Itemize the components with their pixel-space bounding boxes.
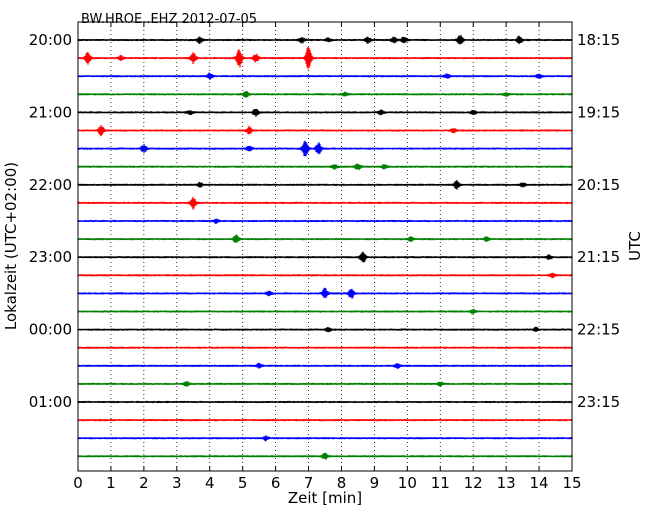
left-tick-label: 22:00 [29, 176, 72, 194]
x-tick-label: 1 [106, 474, 116, 492]
left-axis-label: Lokalzeit (UTC+02:00) [2, 162, 20, 330]
x-tick-label: 5 [238, 474, 248, 492]
chart-title: BW.HROE..EHZ 2012-07-05 [81, 12, 257, 27]
right-tick-label: 23:15 [577, 393, 620, 411]
x-tick-label: 8 [337, 474, 347, 492]
left-tick-label: 01:00 [29, 393, 72, 411]
x-tick-label: 4 [205, 474, 215, 492]
trace-line [77, 400, 573, 404]
right-tick-label: 21:15 [577, 248, 620, 266]
x-tick-label: 14 [530, 474, 549, 492]
x-tick-label: 2 [139, 474, 149, 492]
grid-lines [110, 22, 540, 471]
right-axis-label: UTC [626, 231, 644, 261]
left-tick-label: 00:00 [29, 321, 72, 339]
x-tick-label: 11 [431, 474, 450, 492]
x-tick-label: 3 [172, 474, 182, 492]
left-tick-label: 20:00 [29, 31, 72, 49]
right-tick-label: 19:15 [577, 103, 620, 121]
right-tick-label: 20:15 [577, 176, 620, 194]
left-tick-label: 23:00 [29, 248, 72, 266]
x-tick-label: 12 [464, 474, 483, 492]
x-tick-label: 9 [370, 474, 380, 492]
x-axis-label: Zeit [min] [288, 489, 362, 507]
x-tick-label: 7 [304, 474, 314, 492]
x-tick-label: 13 [497, 474, 516, 492]
right-tick-label: 22:15 [577, 321, 620, 339]
plot-frame [77, 21, 573, 472]
x-tick-label: 15 [562, 474, 581, 492]
x-tick-label: 10 [398, 474, 417, 492]
right-tick-label: 18:15 [577, 31, 620, 49]
x-tick-label: 6 [271, 474, 281, 492]
left-tick-label: 21:00 [29, 103, 72, 121]
axis-ticks: 0 1 2 3 4 5 6 7 8 9 10 11 12 13 14 1520:0021:0022:0023:… [29, 22, 620, 492]
x-tick-label: 0 [73, 474, 83, 492]
